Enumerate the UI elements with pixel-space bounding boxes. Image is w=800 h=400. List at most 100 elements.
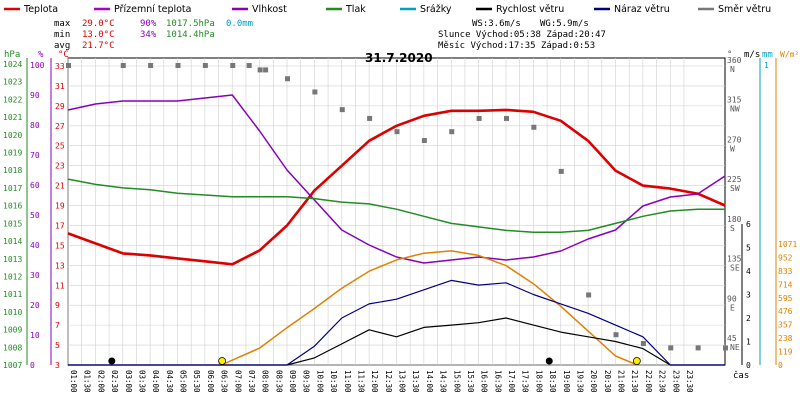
wind-direction-point: [586, 292, 592, 298]
axis-x-tick: 03:00: [124, 370, 133, 393]
axis-hpa-tick: 1014: [3, 237, 22, 246]
axis-x-tick: 18:30: [548, 370, 557, 393]
wind-direction-point: [421, 138, 427, 144]
axis-x-tick: 20:00: [589, 370, 598, 393]
legend-label: Tlak: [345, 4, 366, 15]
wind-direction-point: [312, 89, 318, 95]
sun-marker: [218, 357, 227, 365]
axis-x-tick: 02:00: [96, 370, 105, 393]
axis-hpa-tick: 1016: [3, 202, 22, 211]
axis-celsius-tick: 13: [55, 261, 65, 270]
axis-celsius-tick: 25: [55, 142, 65, 151]
axis-wm2-label: W/m²: [780, 50, 799, 59]
axis-percent-tick: 10: [30, 331, 40, 340]
axis-direction-tick: 90: [727, 294, 737, 303]
axis-x-tick: 10:30: [329, 370, 338, 393]
axis-wm2-tick: 238: [778, 334, 793, 343]
axis-hpa-tick: 1021: [3, 113, 22, 122]
axis-hpa-label: hPa: [4, 50, 20, 60]
axis-x-tick: 13:00: [398, 370, 407, 393]
wind-direction-point: [339, 107, 345, 113]
axis-x-tick: 04:30: [165, 370, 174, 393]
axis-celsius-tick: 27: [55, 122, 65, 131]
axis-x-tick: 07:30: [247, 370, 256, 393]
wind-direction-point: [723, 345, 728, 351]
axis-x-tick: 17:30: [521, 370, 530, 393]
axis-x-tick: 20:30: [603, 370, 612, 393]
wind-direction-point: [668, 345, 674, 351]
axis-x-tick: 09:30: [302, 370, 311, 393]
axis-x-tick: 12:30: [384, 370, 393, 393]
wind-direction-point: [246, 63, 252, 68]
axis-ms-tick: 3: [746, 291, 751, 300]
axis-hpa-tick: 1022: [3, 95, 22, 104]
axis-x-tick: 14:00: [425, 370, 434, 393]
axis-hpa-tick: 1009: [3, 326, 22, 335]
axis-wm2-tick: 1071: [778, 240, 797, 249]
series-line-n-raz-v-tru: [68, 279, 725, 366]
stats-wind-speed: WS:3.6m/s: [472, 19, 521, 29]
moon-marker: [545, 357, 553, 365]
axis-x-tick: 05:00: [179, 370, 188, 393]
series-line-tlak: [67, 178, 725, 233]
axis-x-tick: 11:00: [343, 370, 352, 393]
axis-hpa-tick: 1015: [3, 219, 22, 228]
axis-hpa-tick: 1017: [3, 184, 22, 193]
axis-hpa-tick: 1008: [3, 343, 22, 352]
stats-avg-label: avg: [54, 41, 70, 51]
wind-direction-point: [640, 341, 646, 346]
stats-max-rain: 0.0mm: [226, 19, 253, 29]
wind-direction-point: [531, 124, 537, 130]
axis-celsius-tick: 15: [55, 241, 65, 250]
axis-celsius-tick: 21: [55, 182, 65, 191]
axis-direction-name: S: [730, 224, 735, 233]
axis-direction-name: SW: [730, 184, 740, 193]
wind-direction-point: [613, 332, 619, 338]
axis-celsius-tick: 29: [55, 102, 65, 111]
axis-percent-tick: 80: [30, 121, 40, 130]
wind-direction-point: [263, 67, 269, 73]
stats-avg-temp: 21.7°C: [82, 41, 115, 51]
axis-x-tick: 16:30: [493, 370, 502, 393]
axis-mm-label: mm: [762, 50, 773, 60]
axis-wm2-tick: 833: [778, 267, 793, 276]
axis-direction-tick: 360: [727, 56, 742, 65]
axis-x-tick: 19:00: [562, 370, 571, 393]
axis-celsius-tick: 31: [55, 82, 65, 91]
axis-celsius-tick: 23: [55, 162, 65, 171]
legend-label: Teplota: [23, 4, 58, 15]
axis-x-tick: 13:30: [411, 370, 420, 393]
axis-celsius-label: °C: [58, 50, 69, 60]
axis-x-tick: 06:30: [220, 370, 229, 393]
axis-percent-tick: 30: [30, 271, 40, 280]
axis-direction-tick: 135: [727, 255, 742, 264]
axis-direction-name: NW: [730, 105, 740, 114]
series-line-rychlost-v-tru: [68, 317, 725, 366]
stats-max-hum: 90%: [140, 19, 157, 29]
axis-x-tick: 23:30: [685, 370, 694, 393]
axis-x-tick: 18:00: [534, 370, 543, 393]
axis-hpa-tick: 1024: [3, 60, 22, 69]
axis-x-tick: 22:00: [644, 370, 653, 393]
axis-hpa-tick: 1020: [3, 131, 22, 140]
moon-marker: [108, 357, 116, 365]
axis-x-tick: 21:00: [617, 370, 626, 393]
stats-min-hum: 34%: [140, 30, 157, 40]
axis-wm2-tick: 357: [778, 321, 793, 330]
axis-percent-tick: 70: [30, 151, 40, 160]
axis-hpa-tick: 1018: [3, 166, 22, 175]
wind-direction-point: [120, 63, 126, 68]
axis-wm2-tick: 476: [778, 307, 793, 316]
axis-x-tick: 15:30: [466, 370, 475, 393]
stats-min-temp: 13.0°C: [82, 30, 115, 40]
axis-hpa-tick: 1010: [3, 308, 22, 317]
axis-x-tick: 17:00: [507, 370, 516, 393]
axis-x-tick: 22:30: [658, 370, 667, 393]
legend-label: Vlhkost: [252, 4, 287, 15]
wind-direction-point: [695, 345, 701, 351]
axis-celsius-tick: 7: [55, 321, 60, 330]
axis-x-tick: 02:30: [110, 370, 119, 393]
stats-moon: Měsíc Východ:17:35 Západ:0:53: [438, 41, 595, 51]
stats-max-temp: 29.0°C: [82, 19, 115, 29]
stats-sun: Slunce Východ:05:38 Západ:20:47: [438, 30, 606, 40]
